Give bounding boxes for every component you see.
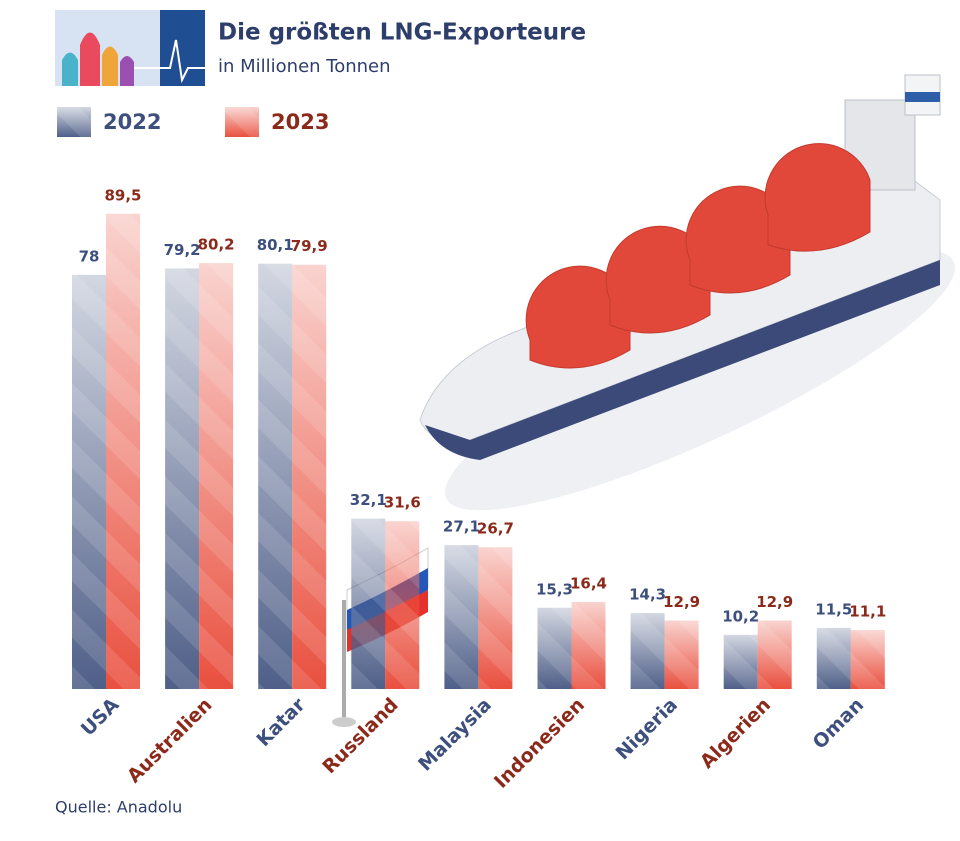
value-label: 89,5 [104,186,141,204]
x-tick-label: USA [77,694,124,741]
value-label: 26,7 [477,520,514,538]
x-tick-label: Indonesien [490,694,589,793]
value-label: 11,1 [849,603,886,621]
x-tick-label: Australien [123,694,217,788]
x-tick-label: Katar [252,693,310,751]
x-tick-label: Nigeria [612,694,682,764]
value-label: 80,1 [257,236,294,254]
value-label: 16,4 [570,574,607,592]
logo [55,10,205,86]
legend-label: 2023 [271,110,329,134]
legend-label: 2022 [103,110,161,134]
value-label: 27,1 [443,518,480,536]
value-label: 11,5 [815,600,852,618]
value-label: 79,2 [164,241,201,259]
source: Quelle: Anadolu [55,798,182,817]
value-label: 12,9 [756,593,793,611]
value-label: 31,6 [384,494,421,512]
chart-title: Die größten LNG-Exporteure [218,20,586,46]
value-label: 14,3 [629,586,666,604]
ship-illustration [419,74,956,511]
value-label: 32,1 [350,491,387,509]
value-label: 15,3 [536,580,573,598]
x-tick-label: Russland [318,694,402,778]
chart-subtitle: in Millionen Tonnen [218,56,391,77]
value-label: 78 [79,247,100,265]
value-label: 10,2 [722,607,759,625]
value-label: 12,9 [663,593,700,611]
x-tick-label: Algerien [696,694,775,773]
x-tick-label: Malaysia [414,694,496,776]
value-label: 79,9 [291,237,328,255]
value-label: 80,2 [198,236,235,254]
x-tick-label: Oman [809,694,869,754]
